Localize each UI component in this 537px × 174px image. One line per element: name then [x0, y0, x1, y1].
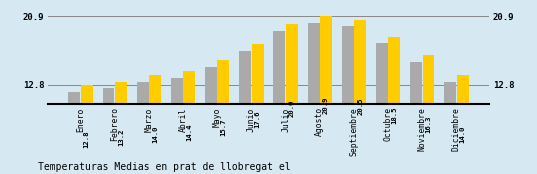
Text: 20.0: 20.0	[289, 100, 295, 117]
Bar	[354, 20, 366, 174]
Text: 15.7: 15.7	[221, 118, 227, 136]
Bar	[68, 92, 81, 174]
Bar	[81, 85, 93, 174]
Bar	[342, 26, 354, 174]
Text: 14.4: 14.4	[186, 124, 192, 141]
Bar	[410, 62, 422, 174]
Bar	[217, 60, 229, 174]
Bar	[308, 23, 320, 174]
Bar	[171, 78, 183, 174]
Bar	[456, 75, 469, 174]
Bar	[103, 88, 114, 174]
Bar	[444, 81, 456, 174]
Text: 18.5: 18.5	[391, 106, 397, 124]
Text: 17.6: 17.6	[255, 110, 260, 128]
Text: 13.2: 13.2	[118, 129, 124, 146]
Text: Temperaturas Medias en prat de llobregat el: Temperaturas Medias en prat de llobregat…	[38, 162, 290, 172]
Bar	[320, 16, 332, 174]
Text: 20.9: 20.9	[323, 96, 329, 114]
Bar	[205, 67, 217, 174]
Bar	[286, 24, 298, 174]
Bar	[239, 51, 251, 174]
Text: 16.3: 16.3	[425, 116, 432, 133]
Bar	[252, 44, 264, 174]
Bar	[388, 37, 400, 174]
Text: 20.5: 20.5	[357, 98, 363, 115]
Text: 14.0: 14.0	[460, 125, 466, 143]
Text: 12.8: 12.8	[84, 130, 90, 148]
Bar	[376, 43, 388, 174]
Text: 14.0: 14.0	[152, 125, 158, 143]
Bar	[423, 55, 434, 174]
Bar	[273, 31, 285, 174]
Bar	[115, 81, 127, 174]
Bar	[183, 71, 195, 174]
Bar	[149, 75, 161, 174]
Bar	[137, 81, 149, 174]
